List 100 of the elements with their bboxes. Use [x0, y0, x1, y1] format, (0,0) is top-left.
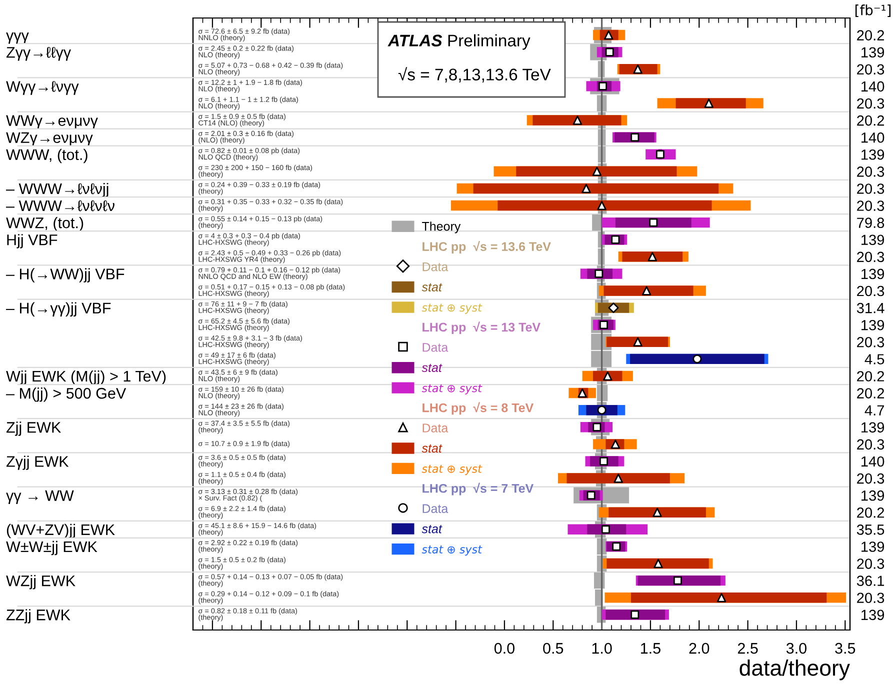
- legend-label: Data: [422, 424, 448, 432]
- y-tick-label: – WWW→ℓνℓνjj: [6, 182, 108, 198]
- point: [704, 98, 714, 108]
- bar: [566, 473, 670, 484]
- y-tick-label: ZZjj EWK: [6, 609, 70, 624]
- point: [614, 474, 623, 483]
- y-tick-label: WWW, (tot.): [6, 148, 88, 164]
- annotation: Preliminary: [448, 34, 530, 50]
- y2-tick-label: 140: [862, 132, 884, 143]
- y2-tick-label: 20.3: [857, 558, 884, 569]
- y2-tick-label: 139: [862, 268, 884, 280]
- point: [633, 337, 642, 347]
- y2-tick-label: 20.2: [857, 388, 884, 398]
- legend-label: stat: [422, 444, 442, 453]
- y2-tick-label: 4.7: [864, 405, 884, 416]
- y2-tick-label: 139: [862, 542, 884, 552]
- y-tick-label: WZjj EWK: [6, 575, 76, 590]
- y2-tick-label: 20.3: [857, 337, 884, 348]
- point: [608, 302, 619, 314]
- y-tick-label: Zγγ→ℓℓγγ: [6, 46, 71, 61]
- annotation: ATLAS: [388, 34, 442, 46]
- y2-tick-label: 20.2: [857, 371, 884, 382]
- y2-tick-label: 31.4: [856, 302, 884, 314]
- y2-tick-label: 139: [862, 320, 884, 330]
- y2-tick-label: 140: [862, 81, 884, 92]
- legend-label: stat ⊕ syst: [422, 546, 482, 556]
- y2-tick-label: 20.3: [857, 184, 884, 194]
- y2-tick-label: 20.3: [857, 473, 884, 484]
- y-tick-label: – H(→WW)jj VBF: [6, 268, 124, 282]
- y-tick-label: γγ → WW: [6, 490, 74, 504]
- y2-tick-label: 20.2: [857, 507, 884, 518]
- y-tick-label: γγγ: [6, 32, 29, 44]
- annotation: LHC pp √s = 13 TeV: [422, 322, 540, 334]
- y2-tick-label: 20.2: [857, 30, 884, 40]
- x-tick-label: 0.5: [543, 642, 564, 654]
- y2-tick-label: 20.3: [857, 286, 884, 296]
- x-axis-title: data/theory: [740, 660, 850, 680]
- point: [716, 592, 726, 602]
- point: [597, 200, 606, 210]
- point: [652, 508, 662, 517]
- y2-tick-label: 4.5: [864, 354, 884, 364]
- x-tick-label: 2.0: [689, 642, 710, 654]
- point: [673, 576, 682, 585]
- legend-label: stat ⊕ syst: [422, 304, 482, 314]
- y-tick-label: WWγ→eνμνγ: [6, 115, 98, 129]
- legend-label: stat ⊕ syst: [422, 464, 482, 476]
- bar: [615, 217, 692, 228]
- y2-tick-label: 139: [862, 610, 884, 620]
- y2-tick-label: 139: [862, 149, 884, 160]
- legend-label: stat: [422, 525, 442, 534]
- bar: [498, 200, 712, 211]
- point: [592, 166, 602, 176]
- point: [630, 610, 640, 619]
- legend-label: stat: [422, 283, 442, 292]
- bar: [608, 507, 706, 518]
- point: [633, 64, 642, 74]
- annotation: LHC pp √s = 13.6 TeV: [422, 240, 551, 254]
- y2-tick-label: 139: [862, 234, 884, 246]
- x-tick-label: 3.5: [835, 642, 856, 654]
- x-tick-label: 1.5: [641, 643, 660, 654]
- x-tick-label: 1.0: [592, 642, 612, 654]
- y2-axis-title: [fb⁻¹]: [855, 4, 891, 17]
- y-tick-label: – M(jj) > 500 GeV: [6, 388, 126, 402]
- bar: [631, 592, 827, 603]
- y2-tick-label: 79.8: [857, 218, 884, 228]
- x-tick-label: 0.0: [494, 642, 514, 654]
- y2-tick-label: 140: [862, 456, 884, 467]
- point: [649, 218, 658, 227]
- legend-label: Data: [422, 504, 448, 514]
- point: [582, 184, 591, 194]
- y2-tick-label: 20.3: [857, 166, 884, 177]
- y-tick-label: Zjj EWK: [6, 422, 61, 436]
- point: [630, 133, 640, 142]
- y2-tick-label: 20.3: [857, 64, 884, 75]
- y2-tick-label: 139: [862, 47, 884, 58]
- point: [601, 525, 610, 534]
- y-tick-label: Wγγ→ℓνγγ: [6, 81, 79, 95]
- legend-label: Data: [422, 262, 448, 272]
- y-tick-label: WZγ→eνμνγ: [6, 132, 93, 146]
- y2-tick-label: 20.3: [857, 200, 884, 211]
- legend-label: stat: [422, 364, 442, 372]
- y-tick-label: Zγjj EWK: [6, 456, 69, 470]
- bar: [676, 98, 746, 108]
- y-tick-label: (WV+ZV)jj EWK: [6, 524, 115, 538]
- point: [654, 558, 663, 568]
- y2-tick-label: 20.2: [857, 115, 884, 126]
- y2-tick-label: 139: [862, 422, 884, 433]
- legend-label: stat ⊕ syst: [422, 384, 482, 394]
- y2-tick-label: 36.1: [856, 576, 884, 586]
- y-tick-label: WWZ, (tot.): [6, 217, 84, 232]
- bar: [604, 286, 694, 296]
- y-tick-label: – H(→γγ)jj VBF: [6, 302, 111, 317]
- point: [692, 354, 702, 364]
- annotation: LHC pp √s = 8 TeV: [422, 402, 534, 415]
- annotation: LHC pp √s = 7 TeV: [422, 482, 534, 496]
- bar: [516, 166, 677, 177]
- y2-tick-label: 35.5: [856, 524, 884, 535]
- legend-label: Data: [422, 343, 448, 352]
- y-tick-label: W±W±jj EWK: [6, 540, 98, 556]
- y2-tick-label: 20.3: [857, 592, 884, 604]
